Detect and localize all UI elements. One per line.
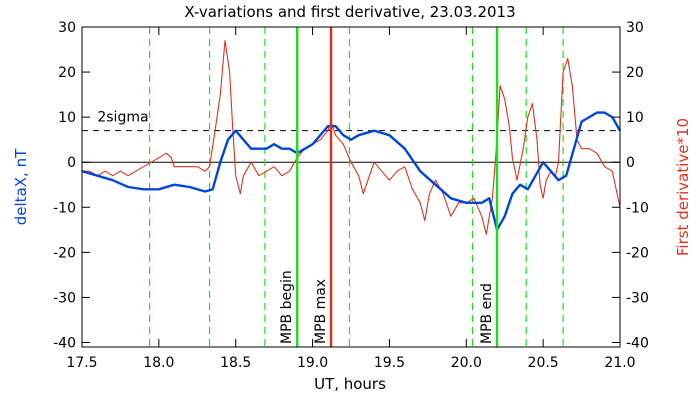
x-tick-label: 18.5 [220,355,251,371]
y-tick-label-right: 30 [626,20,644,36]
y-tick-label-left: -40 [53,335,76,351]
y-tick-label-left: 0 [67,155,76,171]
y-tick-label-right: 20 [626,65,644,81]
x-tick-label: 17.5 [66,355,97,371]
y-tick-label-right: 0 [626,155,635,171]
y-tick-label-right: -10 [626,200,649,216]
sigma-label: 2sigma [97,110,148,126]
x-tick-label: 20.5 [528,355,559,371]
axis-ticks: 17.5 18.0 18.5 19.0 19.5 20.0 20.5 21.0 30 30 20 20… [53,20,649,371]
y-tick-label-right: -30 [626,290,649,306]
y-tick-label-left: -10 [53,200,76,216]
y-tick-label-right: -20 [626,245,649,261]
marker-label: MPB begin [279,270,295,344]
y-tick-label-left: 10 [58,110,76,126]
x-tick-label: 18.0 [143,355,174,371]
vertical-markers: MPB begin MPB max MPB end [279,27,499,347]
y-tick-label-left: 20 [58,65,76,81]
plot-frame [81,26,621,348]
y-axis-right-title: First derivative*10 [674,118,692,256]
y-tick-label-right: -40 [626,335,649,351]
derivative-series-line [82,39,621,235]
y-tick-label-right: 10 [626,110,644,126]
marker-label: MPB end [479,283,495,344]
x-tick-label: 19.5 [374,355,405,371]
x-axis-title: UT, hours [314,375,386,393]
x-tick-label: 19.0 [297,355,328,371]
y-axis-left-title: deltaX, nT [12,148,30,225]
series-lines [81,39,622,235]
y-tick-label-left: 30 [58,20,76,36]
marker-label: MPB max [313,279,329,344]
x-tick-label: 21.0 [604,355,635,371]
y-tick-label-left: -20 [53,245,76,261]
chart-title: X-variations and first derivative, 23.03… [184,3,515,21]
deltax-series-line [81,111,622,231]
y-tick-label-left: -30 [53,290,76,306]
x-tick-label: 20.0 [451,355,482,371]
